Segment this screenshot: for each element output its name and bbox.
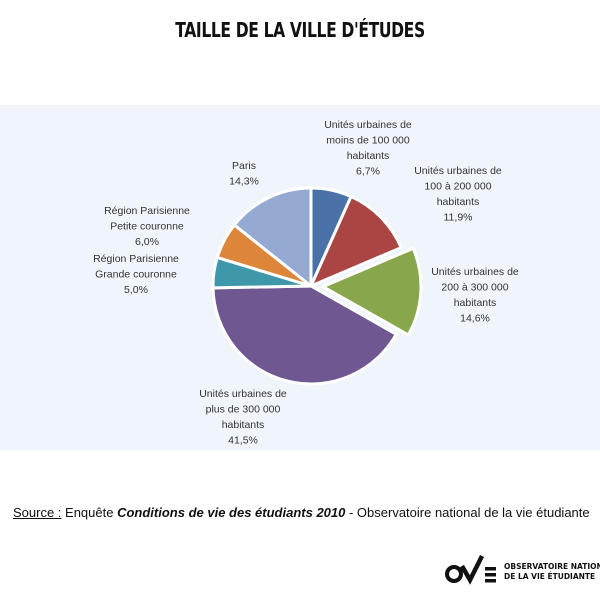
slice-label-4: Unités urbaines de plus de 300 000 habitan… [199, 388, 287, 447]
slice-label-line: Région Parisienne [93, 253, 179, 265]
slice-label-line: Unités urbaines de [431, 266, 519, 278]
slice-label-line: 6,0% [135, 236, 159, 248]
slice-label-2: Unités urbaines de 100 à 200 000 habitants… [414, 165, 502, 224]
source-suffix: - Observatoire national de la vie étudia… [345, 505, 590, 520]
slice-label-line: habitants [454, 297, 497, 309]
ove-logo-mark [445, 554, 496, 585]
logo-line-2: DE LA VIE ÉTUDIANTE [504, 572, 596, 581]
slice-label-line: Paris [232, 160, 256, 172]
pie-slice-4 [211, 284, 398, 386]
slice-label-1: Unités urbaines de moins de 100 000 habita… [324, 119, 412, 178]
slice-label-line: habitants [437, 196, 480, 208]
slice-label-line: 14,3% [229, 176, 259, 188]
pie-slices [211, 186, 423, 386]
slice-label-line: Région Parisienne [104, 205, 190, 217]
pie-chart: Unités urbaines de moins de 100 000 habita… [93, 119, 519, 447]
slice-label-line: Petite couronne [110, 221, 184, 233]
slice-label-6: Région Parisienne Petite couronne 6,0% [104, 205, 190, 248]
ove-logo: OBSERVATOIRE NATIONAL DE LA VIE ÉTUDIANT… [444, 552, 600, 588]
slice-label-line: Grande couronne [95, 269, 177, 281]
source-prefix: Source : [13, 505, 62, 520]
slice-label-5: Région Parisienne Grande couronne 5,0% [93, 253, 179, 296]
slice-label-line: Unités urbaines de [324, 119, 412, 131]
slice-label-line: 6,7% [356, 166, 380, 178]
slice-label-line: habitants [347, 150, 390, 162]
slice-label-line: Unités urbaines de [199, 388, 287, 400]
slice-label-line: habitants [222, 419, 265, 431]
chart-area: Unités urbaines de moins de 100 000 habita… [0, 105, 600, 450]
slice-label-line: 11,9% [444, 212, 473, 224]
source-note: Source : Enquête Conditions de vie des é… [13, 505, 590, 520]
slice-label-line: 41,5% [228, 435, 258, 447]
pie-slice-7 [232, 186, 313, 288]
slice-label-line: Unités urbaines de [414, 165, 502, 177]
slice-label-line: 100 à 200 000 [424, 181, 491, 193]
slice-label-7: Paris 14,3% [229, 160, 259, 188]
pie-slice-2 [309, 195, 403, 288]
logo-line-1: OBSERVATOIRE NATIONAL [504, 562, 600, 571]
logo-text: OBSERVATOIRE NATIONAL DE LA VIE ÉTUDIANT… [504, 562, 600, 582]
slice-label-line: 200 à 300 000 [441, 282, 508, 294]
slice-label-line: plus de 300 000 [206, 404, 281, 416]
chart-title: TAILLE DE LA VILLE D'ÉTUDES [175, 18, 425, 42]
pie-slice-3 [321, 246, 423, 337]
pie-labels: Unités urbaines de moins de 100 000 habita… [93, 119, 519, 447]
source-middle: Enquête [61, 505, 118, 520]
slice-label-3: Unités urbaines de 200 à 300 000 habitants… [431, 266, 519, 325]
slice-label-line: moins de 100 000 [326, 135, 410, 147]
source-survey: Conditions de vie des étudiants 2010 [117, 505, 346, 520]
slice-label-line: 5,0% [124, 284, 148, 296]
slice-label-line: 14,6% [460, 313, 490, 325]
